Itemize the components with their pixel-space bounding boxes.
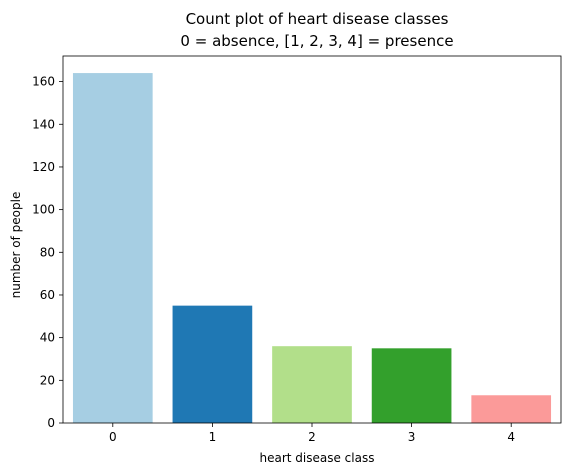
y-tick-label: 120 xyxy=(32,160,55,174)
y-tick-label: 100 xyxy=(32,203,55,217)
chart-title: Count plot of heart disease classes xyxy=(186,10,449,28)
x-axis-label: heart disease class xyxy=(260,451,375,465)
x-tick-label: 3 xyxy=(408,430,416,444)
bar-0 xyxy=(72,73,153,424)
bars-group xyxy=(72,73,552,424)
bar-1 xyxy=(172,305,253,423)
y-tick-label: 40 xyxy=(40,331,55,345)
y-tick-label: 140 xyxy=(32,117,55,131)
y-tick-label: 60 xyxy=(40,288,55,302)
y-tick-label: 160 xyxy=(32,75,55,89)
bar-4 xyxy=(471,395,552,423)
y-tick-label: 20 xyxy=(40,373,55,387)
bar-2 xyxy=(272,346,352,423)
plot-area-frame xyxy=(62,55,562,424)
y-axis-ticks: 0 20 40 60 80 100 120 140 160 xyxy=(32,75,63,430)
x-axis-ticks: 0 1 2 3 4 xyxy=(109,423,515,444)
bar-3 xyxy=(371,348,452,423)
y-tick-label: 0 xyxy=(47,416,55,430)
x-tick-label: 0 xyxy=(109,430,117,444)
x-tick-label: 2 xyxy=(308,430,316,444)
chart-subtitle: 0 = absence, [1, 2, 3, 4] = presence xyxy=(180,32,453,50)
y-axis-label: number of people xyxy=(9,192,23,299)
y-tick-label: 80 xyxy=(40,245,55,259)
x-tick-label: 4 xyxy=(507,430,515,444)
x-tick-label: 1 xyxy=(209,430,217,444)
